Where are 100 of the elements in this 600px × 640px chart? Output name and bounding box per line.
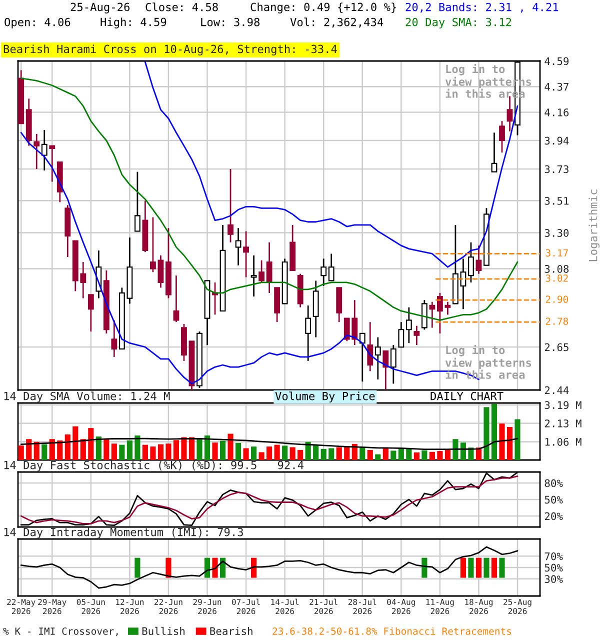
- ref-line-label: 2.90: [546, 296, 568, 303]
- y-tick-label: 3.94: [544, 136, 569, 145]
- bar: [274, 444, 280, 460]
- text: Vol: 2,362,434: [290, 18, 384, 28]
- bar: [328, 448, 334, 460]
- bar: [444, 450, 450, 460]
- text: 25-Aug-26: [70, 2, 130, 14]
- x-tick-label: 22-Jun 2026: [154, 598, 182, 614]
- y-tick-label: 4.16: [544, 108, 569, 116]
- text: Change: 0.49 {+12.0 %}: [250, 2, 396, 14]
- bar: [282, 446, 288, 460]
- bar: [290, 447, 296, 460]
- legend-label: Bearish: [210, 626, 252, 636]
- y-tick-label: 3.73: [544, 165, 568, 174]
- bar: [258, 452, 264, 460]
- y-tick-label: 3.51: [544, 196, 569, 205]
- candlestick: [390, 344, 396, 384]
- ref-line-label: 2.78: [546, 318, 568, 325]
- x-tick-label: 12-Jun 2026: [116, 598, 144, 614]
- bar: [390, 450, 396, 460]
- y-tick-label: 1.06 M: [545, 438, 582, 446]
- bar: [305, 442, 311, 460]
- candlestick: [305, 304, 312, 362]
- text: Volume By Price: [275, 392, 375, 402]
- chart-title: 14 Day SMA Volume: 1.24 M: [4, 392, 170, 402]
- candlestick: [491, 132, 498, 173]
- text: 20,2 Bands: 2.31 , 4.21: [406, 2, 558, 13]
- text: Low: 3.98: [201, 18, 260, 26]
- candlestick: [111, 320, 118, 358]
- candlestick: [429, 301, 436, 328]
- candlestick: [359, 332, 366, 382]
- bar: [298, 450, 304, 460]
- bar: [150, 446, 156, 460]
- y-tick-label: 3.19 M: [544, 401, 582, 410]
- bar: [158, 444, 164, 460]
- candlestick: [41, 129, 48, 172]
- bar: [336, 447, 342, 460]
- bar: [49, 439, 55, 460]
- candlestick: [34, 133, 40, 170]
- bar: [414, 452, 420, 460]
- bar: [382, 448, 388, 460]
- legend-label: Bullish: [142, 626, 185, 636]
- x-tick-label: 29-Jun 2026: [193, 598, 222, 614]
- bar: [80, 439, 86, 460]
- candlestick: [382, 350, 389, 390]
- x-tick-label: 21-Jul 2026: [310, 598, 338, 614]
- candlestick: [49, 145, 56, 182]
- bar: [375, 454, 381, 460]
- x-tick-label: 28-Jul 2026: [348, 598, 376, 614]
- chart-title: 14 Day Fast Stochastic (%K) (%D): 99.5 92.4: [4, 460, 304, 472]
- bar: [484, 407, 490, 460]
- candlestick: [150, 216, 156, 273]
- candlestick: [374, 336, 381, 380]
- y-tick-label: 50%: [544, 564, 563, 572]
- candlestick: [243, 230, 249, 278]
- y-tick-label: 4.59: [544, 57, 569, 66]
- x-tick-label: 25-Aug 2026: [504, 598, 532, 614]
- x-tick-label: 04-Aug 2026: [387, 598, 415, 614]
- y-tick-label: 20%: [544, 512, 563, 520]
- y-tick-label: 80%: [544, 479, 563, 488]
- bar: [491, 404, 498, 460]
- candlestick: [134, 171, 140, 232]
- bar: [196, 439, 202, 460]
- bar: [18, 445, 24, 460]
- bar: [367, 450, 373, 460]
- x-tick-label: 29-May 2026: [38, 598, 66, 614]
- bar: [188, 437, 195, 460]
- x-tick-label: 18-Aug 2026: [465, 598, 493, 614]
- bar: [437, 451, 443, 460]
- bar: [422, 450, 428, 460]
- bar: [173, 440, 180, 460]
- x-tick-label: 11-Aug 2026: [426, 599, 454, 614]
- y-tick-label: 2.13 M: [544, 419, 582, 428]
- bar: [452, 439, 458, 460]
- bar: [499, 424, 505, 460]
- chart-title: Bearish Harami Cross on 10-Aug-26, Strength: -33.4: [4, 44, 337, 56]
- candlestick: [328, 253, 334, 282]
- annotation: Log in to view patterns in this area: [445, 344, 532, 379]
- candlestick: [320, 258, 327, 287]
- candlestick: [367, 321, 374, 372]
- y-tick-label: 2.65: [544, 343, 568, 352]
- bar: [266, 446, 272, 460]
- x-tick-label: 05-Jun 2026: [76, 598, 105, 614]
- ref-line-label: 3.17: [546, 249, 568, 257]
- bar: [181, 437, 187, 460]
- bar: [166, 444, 172, 460]
- bar: [204, 435, 210, 460]
- bar: [126, 440, 132, 460]
- bar: [64, 434, 70, 460]
- candlestick: [235, 227, 242, 266]
- candlestick: [499, 120, 505, 154]
- bar: [460, 442, 466, 460]
- y-tick-label: 2.44: [544, 386, 569, 394]
- text: Close: 4.58: [146, 2, 218, 12]
- y-axis-title: Logarithmic: [588, 190, 600, 262]
- y-tick-label: 30%: [544, 575, 563, 584]
- bar: [506, 427, 513, 460]
- bar: [251, 446, 257, 460]
- x-tick-label: 14-Jul 2026: [271, 598, 299, 614]
- legend-title: % K - IMI Crossover,: [3, 627, 118, 636]
